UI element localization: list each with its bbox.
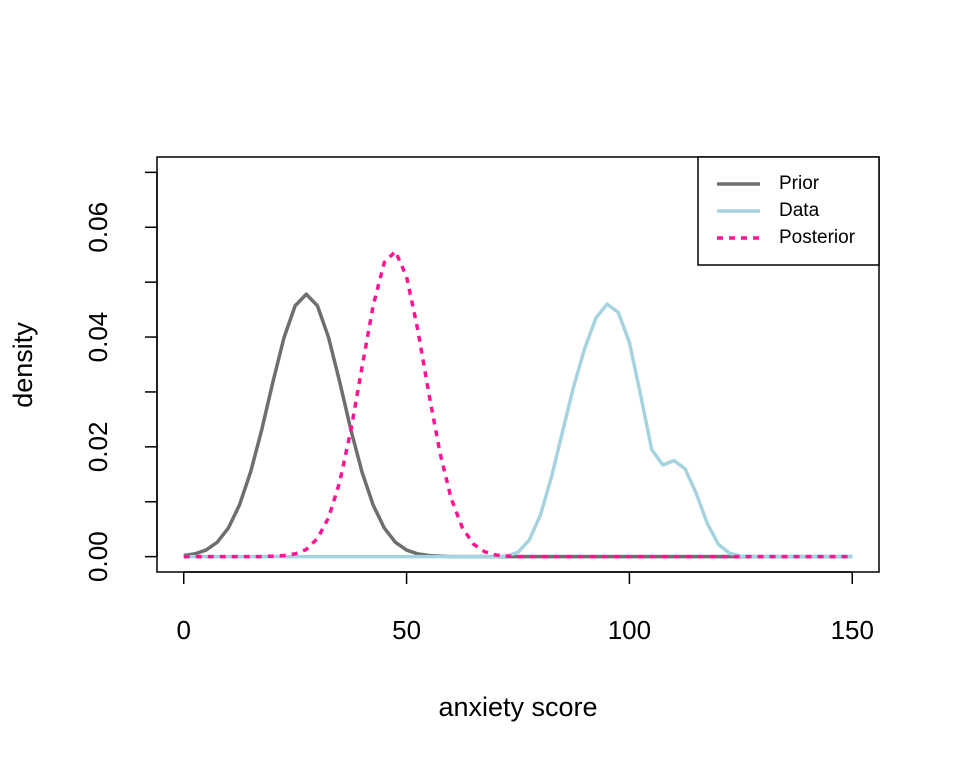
y-tick-label: 0.06 — [83, 202, 113, 253]
y-tick-label: 0.04 — [83, 312, 113, 363]
x-tick-label: 0 — [177, 615, 191, 645]
y-tick-label: 0.02 — [83, 422, 113, 473]
x-axis-title: anxiety score — [438, 692, 597, 722]
legend-label: Posterior — [779, 227, 856, 248]
series-line — [183, 292, 853, 559]
x-tick-label: 150 — [831, 615, 874, 645]
x-tick-label: 100 — [608, 615, 651, 645]
x-tick-label: 50 — [392, 615, 421, 645]
legend-label: Prior — [779, 173, 820, 194]
y-tick-label: 0.00 — [83, 531, 113, 582]
legend-label: Data — [779, 200, 820, 221]
series-line — [183, 302, 853, 559]
y-axis-title: density — [8, 322, 38, 408]
series-line — [183, 249, 853, 559]
